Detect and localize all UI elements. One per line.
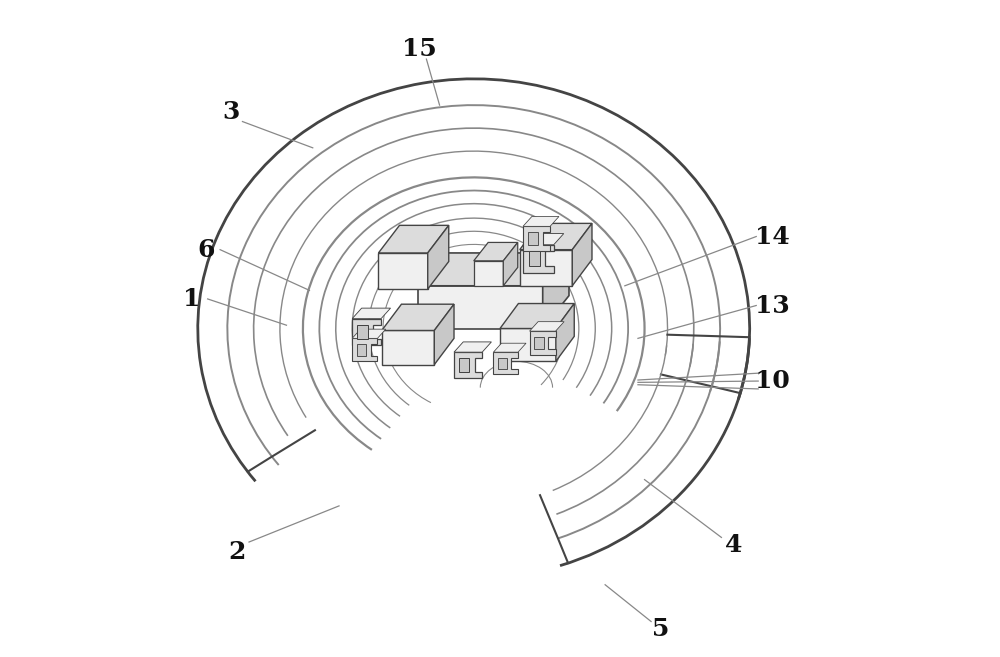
Text: 1: 1 [183, 287, 200, 311]
Polygon shape [500, 304, 574, 328]
Polygon shape [418, 253, 569, 286]
Polygon shape [534, 337, 544, 349]
Polygon shape [434, 304, 454, 365]
Polygon shape [523, 226, 550, 251]
Polygon shape [352, 338, 377, 361]
Polygon shape [523, 244, 554, 273]
Polygon shape [474, 261, 503, 286]
Polygon shape [352, 308, 391, 319]
Text: 13: 13 [755, 294, 790, 317]
Polygon shape [520, 250, 572, 286]
Polygon shape [493, 343, 526, 352]
Polygon shape [529, 252, 540, 266]
Polygon shape [523, 234, 564, 244]
Polygon shape [382, 330, 434, 365]
Polygon shape [543, 253, 569, 328]
Polygon shape [418, 286, 543, 328]
Text: 3: 3 [222, 100, 239, 124]
Polygon shape [474, 242, 518, 261]
Polygon shape [530, 322, 564, 331]
Polygon shape [498, 357, 507, 369]
Polygon shape [530, 331, 556, 355]
Polygon shape [428, 225, 449, 289]
Polygon shape [352, 319, 381, 345]
Text: 14: 14 [755, 225, 790, 248]
Text: 4: 4 [725, 533, 742, 557]
Polygon shape [523, 217, 559, 226]
Polygon shape [500, 328, 556, 361]
Text: 2: 2 [229, 540, 246, 564]
Text: 6: 6 [197, 238, 214, 261]
Polygon shape [378, 225, 449, 253]
Polygon shape [520, 223, 592, 250]
Polygon shape [493, 352, 518, 374]
Polygon shape [454, 342, 491, 352]
Polygon shape [357, 344, 366, 356]
Polygon shape [454, 352, 482, 378]
Polygon shape [382, 304, 454, 330]
Polygon shape [459, 358, 469, 372]
Polygon shape [352, 329, 386, 338]
Polygon shape [357, 325, 368, 338]
Polygon shape [572, 223, 592, 286]
Polygon shape [503, 242, 518, 286]
Polygon shape [556, 304, 574, 361]
Polygon shape [378, 253, 428, 289]
Text: 15: 15 [402, 37, 437, 61]
Polygon shape [528, 233, 538, 245]
Text: 5: 5 [652, 618, 670, 641]
Text: 10: 10 [755, 369, 790, 393]
